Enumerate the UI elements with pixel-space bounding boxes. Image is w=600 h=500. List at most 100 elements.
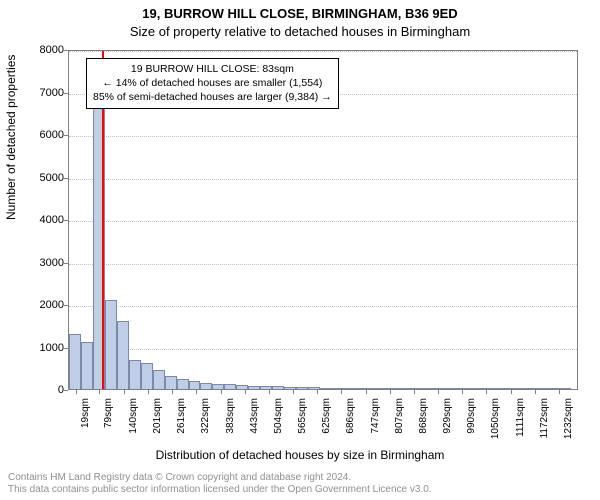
x-tick-mark <box>293 390 294 394</box>
histogram-bar <box>189 381 201 390</box>
y-tick-mark <box>64 220 68 221</box>
grid-line <box>69 349 577 350</box>
histogram-bar <box>487 388 499 389</box>
y-tick-label: 0 <box>24 384 64 396</box>
footer-line-2: This data contains public sector informa… <box>8 484 592 496</box>
histogram-bar <box>320 388 332 389</box>
histogram-bar <box>356 388 368 389</box>
x-tick-label: 79sqm <box>103 398 114 428</box>
grid-line <box>69 179 577 180</box>
histogram-bar <box>165 376 177 389</box>
histogram-bar <box>368 388 380 389</box>
x-tick-label: 686sqm <box>345 398 356 434</box>
histogram-bar <box>511 388 523 389</box>
annotation-line: 85% of semi-detached houses are larger (… <box>93 90 332 104</box>
grid-line <box>69 221 577 222</box>
histogram-bar <box>452 388 464 389</box>
histogram-bar <box>212 384 224 389</box>
histogram-bar <box>559 388 571 389</box>
x-tick-label: 140sqm <box>128 398 139 434</box>
grid-line <box>69 306 577 307</box>
histogram-bar <box>547 388 559 389</box>
histogram-bar <box>404 388 416 389</box>
x-tick-label: 1172sqm <box>539 398 550 438</box>
annotation-line: 19 BURROW HILL CLOSE: 83sqm <box>93 62 332 76</box>
histogram-bar <box>380 388 392 389</box>
histogram-bar <box>224 384 236 389</box>
chart-title-address: 19, BURROW HILL CLOSE, BIRMINGHAM, B36 9… <box>0 6 600 21</box>
y-tick-label: 3000 <box>24 257 64 269</box>
x-tick-mark <box>221 390 222 394</box>
x-tick-label: 383sqm <box>225 398 236 434</box>
y-tick-mark <box>64 390 68 391</box>
histogram-bar <box>129 360 141 389</box>
histogram-bar <box>392 388 404 389</box>
x-tick-label: 322sqm <box>200 398 211 434</box>
histogram-bar <box>332 388 344 389</box>
x-tick-label: 1111sqm <box>515 398 526 437</box>
histogram-bar <box>81 342 93 389</box>
x-tick-label: 261sqm <box>176 398 187 434</box>
x-tick-label: 1050sqm <box>490 398 501 439</box>
x-tick-label: 504sqm <box>273 398 284 434</box>
histogram-bar <box>69 334 81 389</box>
histogram-bar <box>344 388 356 389</box>
x-tick-label: 19sqm <box>80 398 91 428</box>
histogram-bar <box>296 387 308 389</box>
y-tick-mark <box>64 93 68 94</box>
y-tick-mark <box>64 50 68 51</box>
x-tick-mark <box>390 390 391 394</box>
histogram-bar <box>428 388 440 389</box>
x-tick-mark <box>269 390 270 394</box>
histogram-bar <box>499 388 511 389</box>
x-tick-mark <box>148 390 149 394</box>
x-tick-mark <box>76 390 77 394</box>
x-tick-mark <box>559 390 560 394</box>
x-tick-mark <box>414 390 415 394</box>
annotation-line: ← 14% of detached houses are smaller (1,… <box>93 76 332 90</box>
x-axis-label: Distribution of detached houses by size … <box>0 448 600 462</box>
y-tick-label: 8000 <box>24 44 64 56</box>
histogram-bar <box>440 388 452 389</box>
histogram-bar <box>236 385 248 389</box>
y-tick-mark <box>64 178 68 179</box>
y-tick-mark <box>64 135 68 136</box>
y-tick-label: 7000 <box>24 87 64 99</box>
y-tick-label: 4000 <box>24 214 64 226</box>
histogram-bar <box>523 388 535 389</box>
x-tick-mark <box>99 390 100 394</box>
x-tick-mark <box>317 390 318 394</box>
histogram-bar <box>308 387 320 389</box>
y-axis-label: Number of detached properties <box>4 55 18 220</box>
histogram-bar <box>416 388 428 389</box>
x-tick-mark <box>366 390 367 394</box>
x-tick-label: 990sqm <box>466 398 477 434</box>
footer-attribution: Contains HM Land Registry data © Crown c… <box>8 472 592 496</box>
x-tick-label: 747sqm <box>370 398 381 434</box>
x-tick-mark <box>462 390 463 394</box>
x-tick-mark <box>172 390 173 394</box>
histogram-bar <box>475 388 487 389</box>
x-tick-label: 565sqm <box>297 398 308 434</box>
grid-line <box>69 51 577 52</box>
y-tick-label: 1000 <box>24 342 64 354</box>
histogram-bar <box>260 386 272 389</box>
y-tick-label: 6000 <box>24 129 64 141</box>
x-tick-mark <box>124 390 125 394</box>
histogram-bar <box>141 363 153 389</box>
histogram-bar <box>117 321 129 389</box>
grid-line <box>69 136 577 137</box>
y-tick-mark <box>64 263 68 264</box>
footer-line-1: Contains HM Land Registry data © Crown c… <box>8 472 592 484</box>
x-tick-mark <box>486 390 487 394</box>
chart-title-subtitle: Size of property relative to detached ho… <box>0 24 600 39</box>
histogram-bar <box>248 386 260 389</box>
x-tick-mark <box>245 390 246 394</box>
histogram-bar <box>153 370 165 389</box>
x-tick-label: 201sqm <box>152 398 163 434</box>
histogram-bar <box>284 387 296 389</box>
y-tick-mark <box>64 305 68 306</box>
y-tick-label: 5000 <box>24 172 64 184</box>
x-tick-label: 1232sqm <box>563 398 574 439</box>
x-tick-mark <box>511 390 512 394</box>
